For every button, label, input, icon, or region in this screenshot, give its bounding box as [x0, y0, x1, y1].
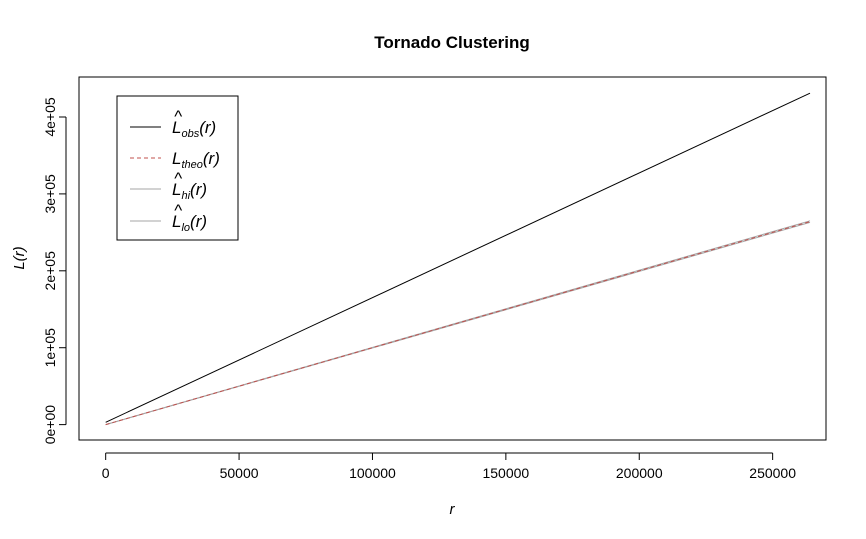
legend-label-lo: Llo(r)	[172, 212, 207, 234]
y-tick-label: 3e+05	[42, 174, 58, 214]
x-tick-label: 50000	[220, 465, 259, 481]
legend-box	[116, 95, 239, 241]
legend-label-obs: Lobs(r)	[172, 118, 216, 140]
legend-label-hi: Lhi(r)	[172, 180, 207, 202]
y-tick-label: 0e+00	[42, 405, 58, 445]
legend-hat-obs: ^	[174, 107, 183, 126]
legend-hat-hi: ^	[174, 169, 183, 188]
legend-hat-lo: ^	[174, 201, 183, 220]
legend: Lobs(r)^Ltheo(r)Lhi(r)^Llo(r)^	[116, 95, 239, 241]
y-tick-label: 1e+05	[42, 328, 58, 368]
y-axis-label: L(r)	[11, 246, 28, 269]
series-line-obs	[105, 92, 811, 423]
y-tick-label: 4e+05	[42, 97, 58, 137]
x-tick-label: 150000	[482, 465, 529, 481]
x-tick-label: 100000	[349, 465, 396, 481]
plot-frame	[78, 76, 827, 441]
chart-title: Tornado Clustering	[374, 33, 530, 52]
legend-label-theo: Ltheo(r)	[172, 149, 220, 171]
y-tick-label: 2e+05	[42, 251, 58, 291]
axes: 0 50000 100000 150000 200000 250000 0e+00 1e+05…	[42, 97, 796, 481]
x-axis-label: r	[450, 501, 456, 518]
series-layer	[105, 92, 811, 426]
x-tick-label: 200000	[616, 465, 663, 481]
x-tick-label: 0	[102, 465, 110, 481]
series-line-theo	[105, 221, 811, 426]
x-tick-label: 250000	[749, 465, 796, 481]
